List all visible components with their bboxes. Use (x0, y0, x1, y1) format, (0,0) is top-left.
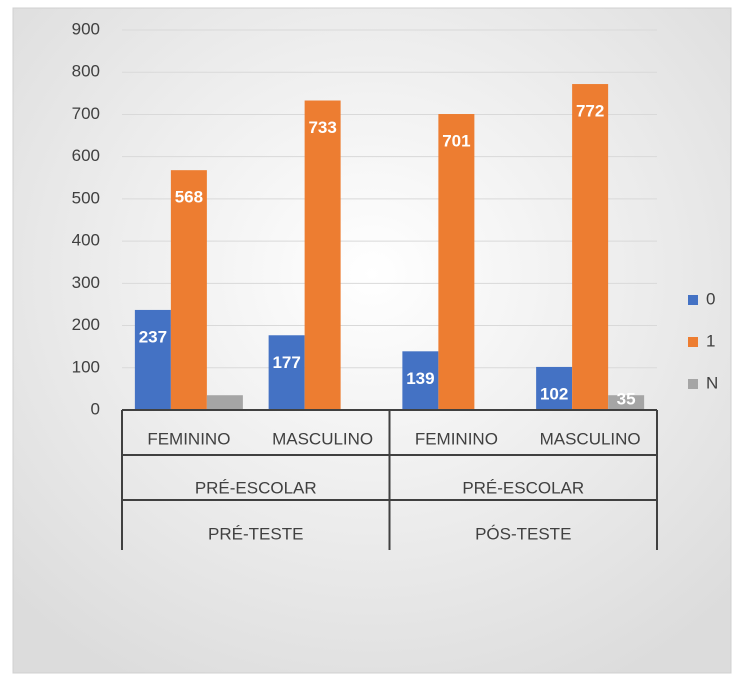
x-tick-label: MASCULINO (540, 429, 641, 448)
legend-label: 0 (706, 289, 715, 308)
y-tick-label: 600 (72, 146, 100, 165)
value-label: 35 (617, 389, 636, 408)
bar (170, 170, 207, 410)
value-label: 139 (406, 369, 434, 388)
bar (304, 100, 341, 410)
value-label: 568 (175, 188, 203, 207)
legend-label: 1 (706, 331, 715, 350)
y-tick-label: 200 (72, 315, 100, 334)
supergroup-label: PRÉ-TESTE (208, 524, 303, 543)
y-tick-label: 300 (72, 273, 100, 292)
x-tick-label: FEMININO (415, 429, 498, 448)
bar (536, 366, 573, 410)
group-label: PRÉ-ESCOLAR (462, 478, 584, 497)
legend-swatch (688, 379, 698, 389)
value-label: 177 (272, 353, 300, 372)
y-tick-label: 100 (72, 357, 100, 376)
y-tick-label: 500 (72, 188, 100, 207)
bar (608, 395, 645, 410)
group-label: PRÉ-ESCOLAR (195, 478, 317, 497)
chart-background (12, 7, 732, 674)
legend-swatch (688, 295, 698, 305)
supergroup-label: PÓS-TESTE (475, 524, 571, 543)
bar (572, 84, 609, 411)
x-tick-label: FEMININO (147, 429, 230, 448)
legend-label: N (706, 373, 718, 392)
y-tick-label: 400 (72, 231, 100, 250)
legend-swatch (688, 337, 698, 347)
bar (268, 335, 305, 410)
bar (206, 395, 243, 410)
bar (134, 309, 171, 410)
y-tick-label: 800 (72, 62, 100, 81)
value-label: 772 (576, 102, 604, 121)
y-tick-label: 700 (72, 104, 100, 123)
value-label: 102 (540, 384, 568, 403)
value-label: 237 (139, 327, 167, 346)
y-tick-label: 900 (72, 19, 100, 38)
bar (438, 114, 475, 411)
y-tick-label: 0 (91, 399, 100, 418)
x-tick-label: MASCULINO (272, 429, 373, 448)
value-label: 733 (308, 118, 336, 137)
bar (402, 351, 439, 410)
value-label: 701 (442, 132, 470, 151)
